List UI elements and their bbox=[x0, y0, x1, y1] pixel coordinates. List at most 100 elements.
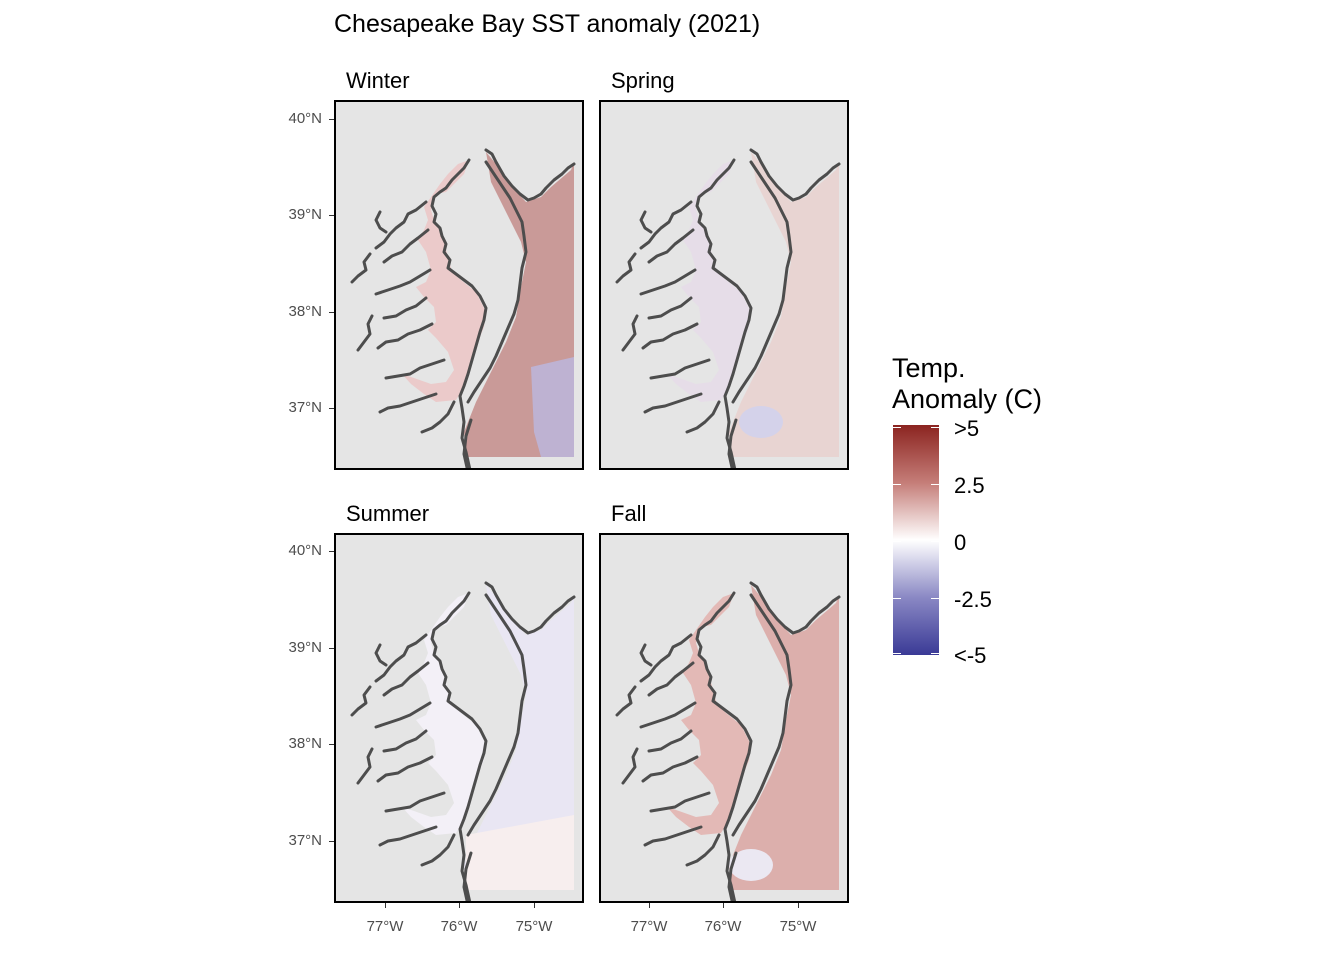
coastline bbox=[384, 358, 446, 380]
legend-tick bbox=[893, 541, 901, 542]
coastline bbox=[647, 228, 695, 264]
coastline bbox=[731, 593, 793, 837]
facet-label-winter: Winter bbox=[346, 68, 410, 93]
coastline bbox=[647, 661, 695, 697]
map-panel-spring bbox=[599, 100, 849, 470]
legend-tick bbox=[931, 541, 939, 542]
legend-label: <-5 bbox=[954, 643, 987, 668]
x-tick-label: 75°W bbox=[779, 918, 817, 935]
bay-anomaly-field bbox=[402, 593, 486, 835]
sst-map bbox=[615, 148, 841, 468]
map-panel-winter bbox=[334, 100, 584, 470]
coastline bbox=[641, 322, 699, 350]
coastline bbox=[647, 296, 693, 320]
coastline bbox=[643, 392, 703, 414]
ocean-anomaly-field bbox=[729, 152, 839, 457]
legend-label: >5 bbox=[954, 416, 980, 441]
legend-tick bbox=[893, 484, 901, 485]
x-tick bbox=[534, 903, 535, 908]
coastline bbox=[356, 314, 374, 352]
coastline bbox=[462, 418, 473, 468]
coastline bbox=[374, 633, 428, 683]
coastline bbox=[643, 825, 703, 847]
legend-label: -2.5 bbox=[954, 587, 992, 612]
sst-map bbox=[350, 148, 576, 468]
sst-map bbox=[350, 581, 576, 901]
legend-tick bbox=[893, 653, 901, 654]
coastline bbox=[350, 685, 372, 717]
coastline bbox=[749, 581, 841, 635]
coastline bbox=[376, 755, 434, 783]
coastline bbox=[374, 200, 428, 250]
coastline bbox=[374, 268, 432, 296]
map-panel-summer bbox=[334, 533, 584, 903]
legend-title-line2: Anomaly (C) bbox=[892, 384, 1043, 414]
bay-anomaly-field bbox=[402, 160, 486, 402]
y-tick-label: 38°N bbox=[288, 303, 322, 320]
facet-label-fall: Fall bbox=[611, 501, 647, 526]
map-panel-fall bbox=[599, 533, 849, 903]
coastline bbox=[685, 833, 721, 867]
neutral-anomaly-patch bbox=[729, 849, 773, 881]
coastline bbox=[382, 296, 428, 320]
y-tick-label: 40°N bbox=[288, 542, 322, 559]
bay-anomaly-field bbox=[667, 160, 751, 402]
y-tick bbox=[329, 119, 334, 120]
coastline bbox=[356, 747, 374, 785]
y-tick bbox=[329, 648, 334, 649]
x-tick bbox=[649, 903, 650, 908]
coastline bbox=[731, 160, 793, 404]
legend-label: 0 bbox=[954, 530, 967, 555]
y-tick bbox=[329, 841, 334, 842]
coastline bbox=[615, 685, 637, 717]
legend-title: Temp. Anomaly (C) bbox=[892, 353, 1042, 415]
legend-label: 2.5 bbox=[954, 473, 985, 498]
coastline bbox=[639, 200, 693, 250]
ocean-anomaly-field bbox=[729, 585, 839, 890]
warm-anomaly-patch bbox=[466, 815, 574, 890]
coastline bbox=[621, 747, 639, 785]
y-tick-label: 37°N bbox=[288, 832, 322, 849]
coastline bbox=[430, 158, 488, 468]
coastline bbox=[378, 825, 438, 847]
x-tick bbox=[723, 903, 724, 908]
coastline bbox=[384, 791, 446, 813]
coastline bbox=[350, 252, 372, 284]
x-tick-label: 76°W bbox=[440, 918, 478, 935]
legend-tick bbox=[931, 484, 939, 485]
coastline bbox=[382, 228, 430, 264]
x-tick-label: 76°W bbox=[704, 918, 742, 935]
x-tick bbox=[385, 903, 386, 908]
coastline bbox=[374, 643, 388, 667]
coastline bbox=[382, 729, 428, 753]
coastline bbox=[378, 392, 438, 414]
legend-tick bbox=[931, 653, 939, 654]
coastline bbox=[374, 701, 432, 729]
y-tick-label: 38°N bbox=[288, 735, 322, 752]
y-tick bbox=[329, 744, 334, 745]
facet-label-spring: Spring bbox=[611, 68, 675, 93]
coastline bbox=[430, 591, 488, 901]
coastline bbox=[466, 593, 528, 837]
coastline bbox=[639, 268, 697, 296]
legend-tick bbox=[893, 427, 901, 428]
cold-anomaly-patch bbox=[531, 357, 574, 457]
legend-colorbar bbox=[893, 425, 939, 655]
legend-tick bbox=[893, 598, 901, 599]
y-tick bbox=[329, 215, 334, 216]
legend-tick bbox=[931, 598, 939, 599]
cold-anomaly-patch bbox=[739, 406, 783, 438]
legend-tick bbox=[931, 427, 939, 428]
coastline bbox=[685, 400, 721, 434]
x-tick-label: 77°W bbox=[366, 918, 404, 935]
coastline bbox=[749, 148, 841, 202]
coastline bbox=[727, 418, 738, 468]
x-tick bbox=[798, 903, 799, 908]
legend-title-line1: Temp. bbox=[892, 353, 966, 383]
x-tick-label: 75°W bbox=[515, 918, 553, 935]
coastline bbox=[615, 252, 637, 284]
coastline bbox=[376, 322, 434, 350]
coastline bbox=[420, 833, 456, 867]
coastline bbox=[639, 210, 653, 234]
coastline bbox=[382, 661, 430, 697]
